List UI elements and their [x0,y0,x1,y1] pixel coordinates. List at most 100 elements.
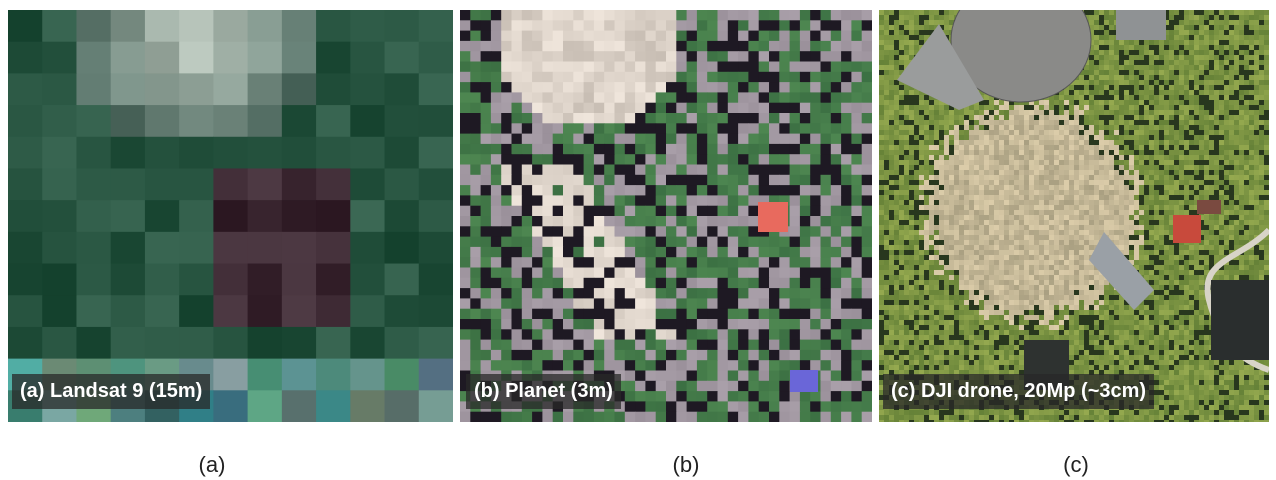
pixel [1234,105,1239,110]
pixel [1239,115,1244,120]
pixel [1154,95,1159,100]
pixel [924,130,929,135]
pixel [656,340,667,351]
pixel [994,125,999,130]
pixel [615,92,626,103]
pixel [969,140,974,145]
pixel [625,185,636,196]
pixel [1209,140,1214,145]
pixel [884,155,889,160]
pixel [1074,95,1079,100]
pixel [1184,10,1189,15]
pixel [666,257,677,268]
pixel [1169,190,1174,195]
pixel [909,110,914,115]
pixel [718,257,729,268]
pixel [1039,185,1044,190]
pixel [1114,175,1119,180]
pixel [1079,165,1084,170]
pixel [989,205,994,210]
pixel [1234,170,1239,175]
pixel [949,115,954,120]
pixel [615,103,626,114]
pixel [728,103,739,114]
pixel [1129,205,1134,210]
pixel [1264,95,1269,100]
pixel [969,205,974,210]
pixel [460,340,471,351]
pixel [573,185,584,196]
pixel [800,165,811,176]
pixel [954,125,959,130]
pixel [1219,195,1224,200]
pixel [909,120,914,125]
pixel [542,309,553,320]
pixel [1244,90,1249,95]
pixel [707,195,718,206]
pixel [831,381,842,392]
pixel [1144,210,1149,215]
pixel [1194,150,1199,155]
roof [758,202,788,232]
pixel [645,298,656,309]
pixel [748,175,759,186]
pixel [831,41,842,52]
pixel [899,30,904,35]
pixel [1204,155,1209,160]
pixel [1014,190,1019,195]
pixel [1014,200,1019,205]
pixel [563,288,574,299]
pixel [779,350,790,361]
pixel [687,82,698,93]
pixel [841,175,852,186]
pixel [625,175,636,186]
pixel [810,216,821,227]
pixel [1104,95,1109,100]
pixel [645,175,656,186]
pixel [635,165,646,176]
pixel [929,165,934,170]
pixel [1179,170,1184,175]
pixel [501,123,512,134]
pixel [934,10,939,15]
pixel [879,185,884,190]
pixel [1134,70,1139,75]
pixel [1209,120,1214,125]
pixel [1234,125,1239,130]
pixel [522,412,533,422]
pixel [979,215,984,220]
pixel [1224,15,1229,20]
pixel [728,41,739,52]
pixel [889,125,894,130]
pixel [1249,60,1254,65]
pixel [1134,55,1139,60]
pixel [687,113,698,124]
pixel [1039,205,1044,210]
pixel [810,247,821,258]
pixel [884,180,889,185]
pixel [1179,60,1184,65]
pixel [748,319,759,330]
pixel [862,226,872,237]
pixel [1089,85,1094,90]
pixel [512,144,523,155]
pixel [904,35,909,40]
pixel [1049,135,1054,140]
pixel [1089,120,1094,125]
pixel [625,41,636,52]
pixel [501,195,512,206]
pixel [904,205,909,210]
pixel [1144,145,1149,150]
pixel [350,137,385,169]
pixel [491,195,502,206]
pixel [1189,210,1194,215]
pixel [512,257,523,268]
pixel [1249,150,1254,155]
pixel [810,134,821,145]
pixel [1194,95,1199,100]
pixel [924,95,929,100]
pixel [939,170,944,175]
pixel [1224,45,1229,50]
pixel [615,31,626,42]
pixel [1119,170,1124,175]
